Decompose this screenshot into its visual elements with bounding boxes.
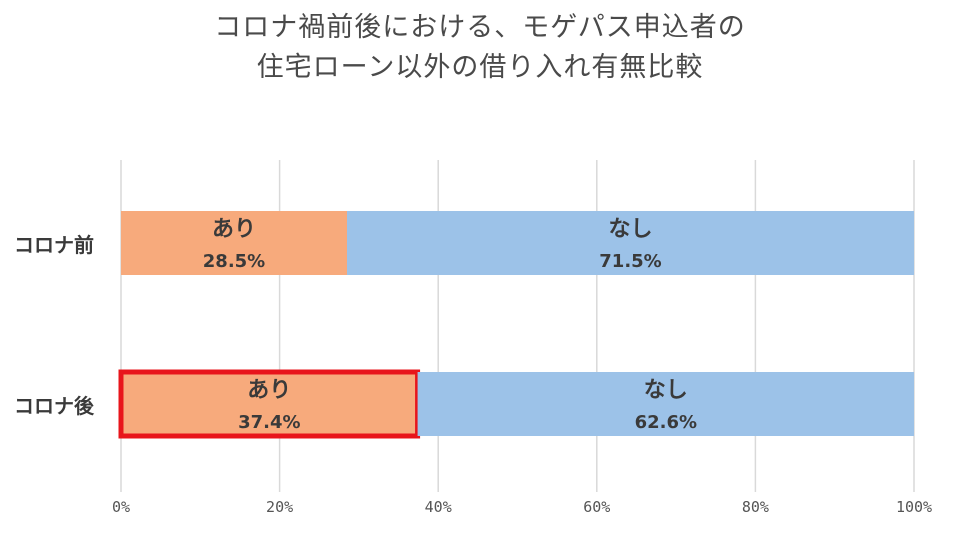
x-tick-label: 80% bbox=[742, 498, 769, 516]
x-tick-label: 40% bbox=[425, 498, 452, 516]
segment-value-label: 71.5% bbox=[599, 251, 661, 272]
segment-series-label: なし bbox=[608, 217, 652, 242]
chart-title: コロナ禍前後における、モゲパス申込者の 住宅ローン以外の借り入れ有無比較 bbox=[0, 8, 960, 88]
chart-title-line-2: 住宅ローン以外の借り入れ有無比較 bbox=[256, 52, 704, 83]
category-label: コロナ後 bbox=[14, 394, 95, 418]
x-tick-label: 60% bbox=[583, 498, 610, 516]
segment-value-label: 28.5% bbox=[203, 251, 265, 272]
bar-segment bbox=[347, 211, 914, 275]
bar-segment bbox=[121, 372, 418, 436]
chart-title-line-1: コロナ禍前後における、モゲパス申込者の bbox=[214, 12, 746, 43]
x-tick-label: 20% bbox=[266, 498, 293, 516]
category-label: コロナ前 bbox=[14, 233, 94, 257]
bar-segment bbox=[121, 211, 348, 275]
x-tick-label: 100% bbox=[896, 498, 932, 516]
segment-series-label: あり bbox=[247, 378, 291, 403]
x-tick-label: 0% bbox=[112, 498, 130, 516]
segment-series-label: なし bbox=[644, 378, 688, 403]
bar-segment bbox=[417, 372, 914, 436]
segment-value-label: 37.4% bbox=[238, 412, 300, 433]
segment-series-label: あり bbox=[212, 217, 256, 242]
segment-value-label: 62.6% bbox=[635, 412, 697, 433]
